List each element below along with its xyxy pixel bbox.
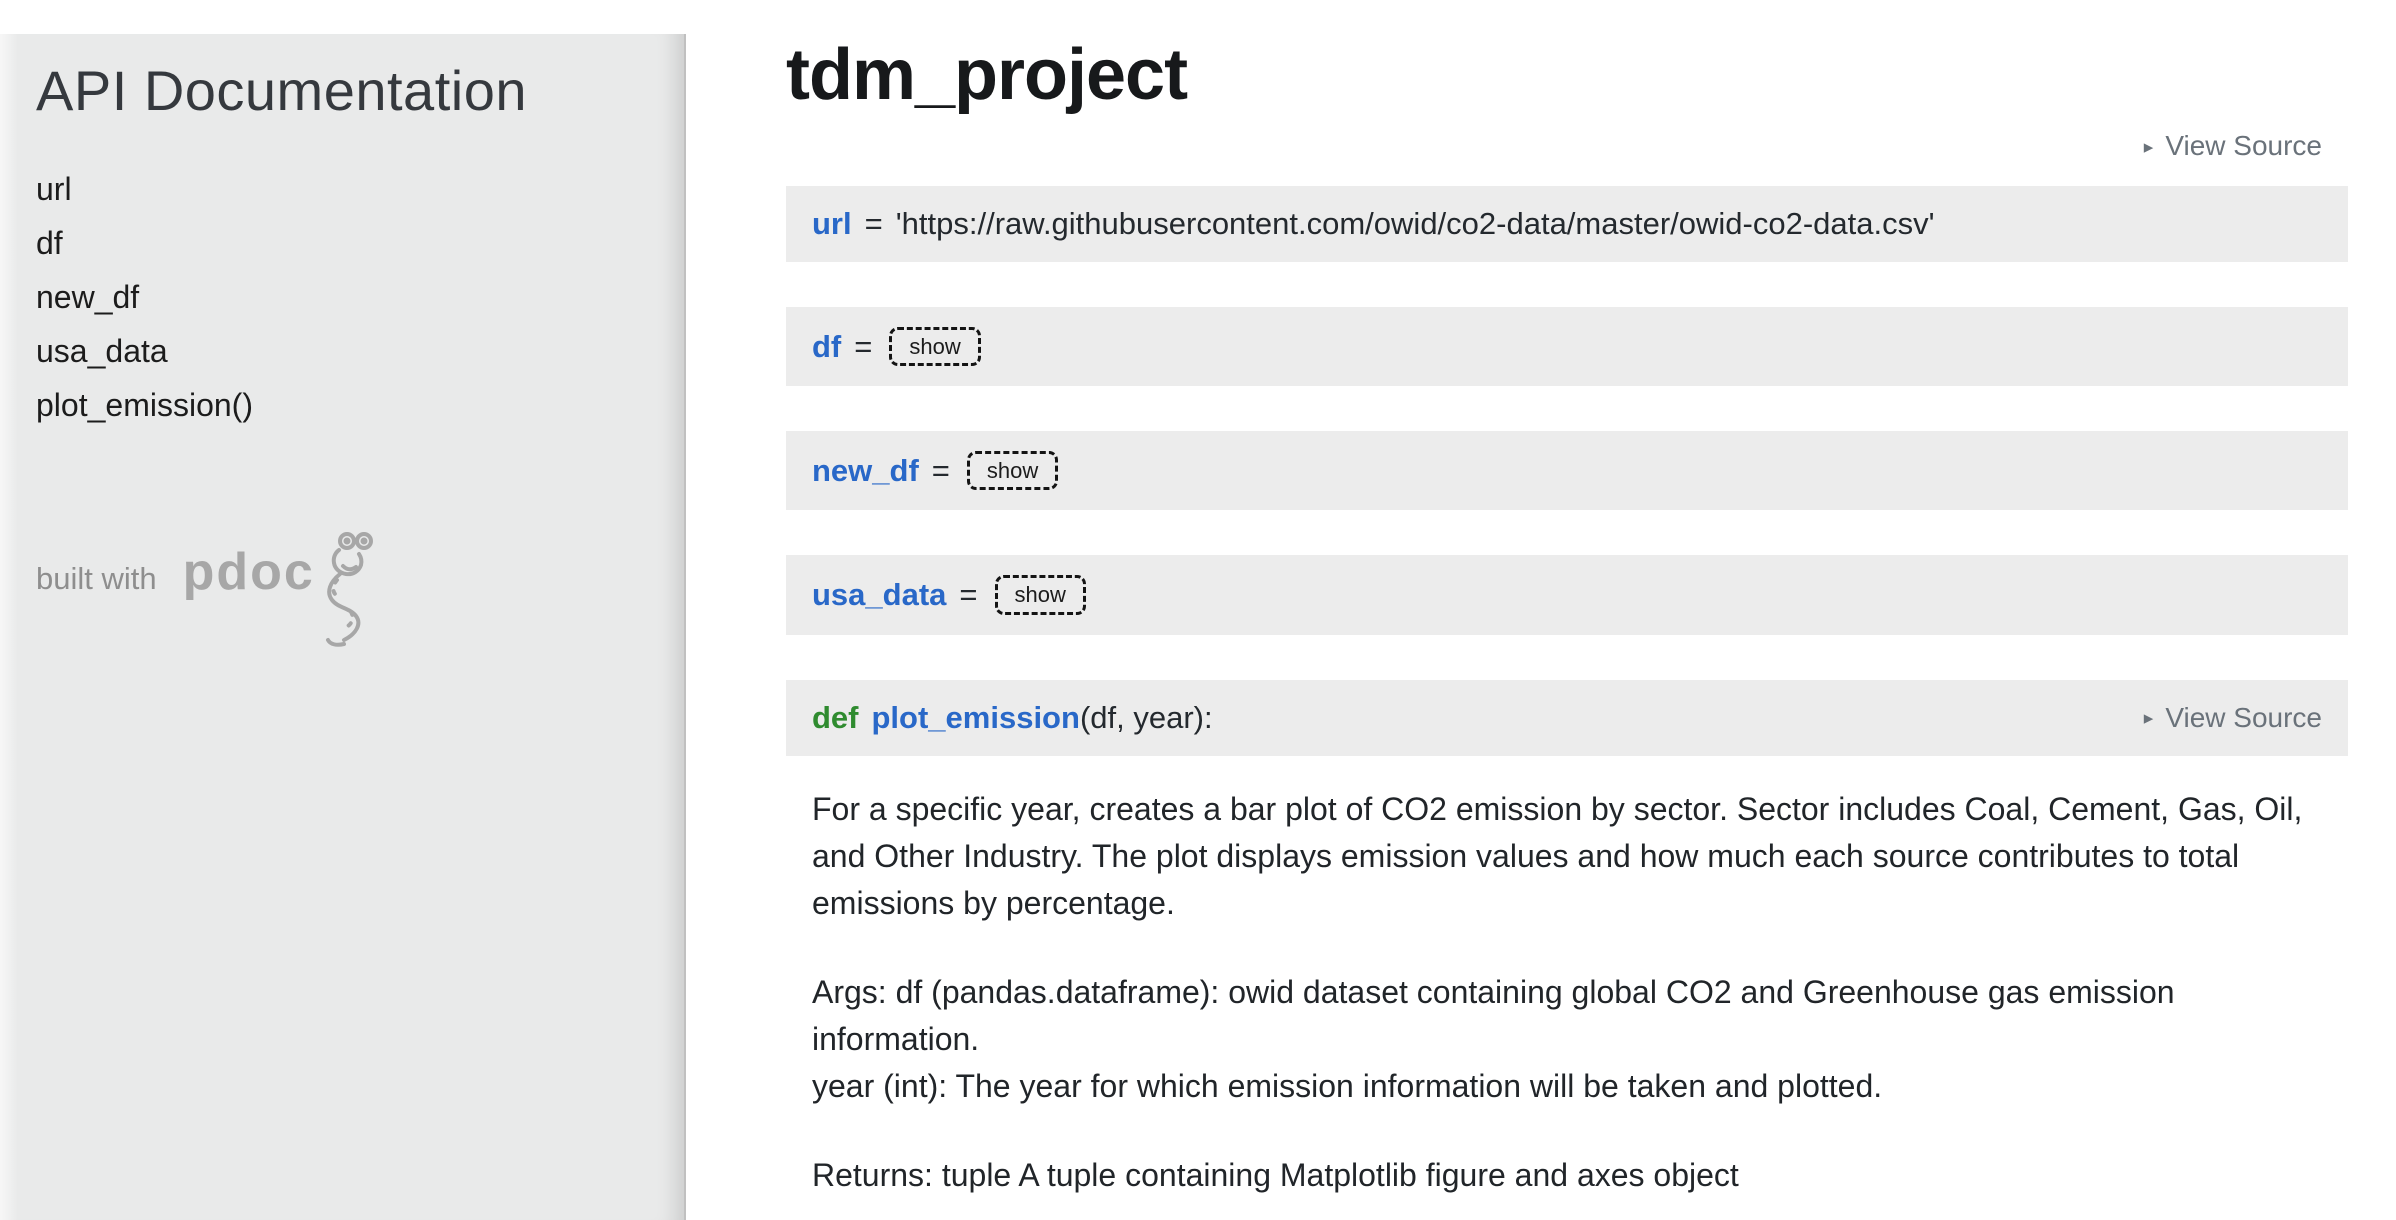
docstring-paragraph-returns: Returns: tuple A tuple containing Matplo…: [812, 1156, 1739, 1193]
variable-definition-df: df = show: [786, 307, 2348, 387]
main-content: tdm_project ▸ View Source url = 'https:/…: [688, 34, 2396, 1199]
assignment-operator: =: [864, 206, 883, 241]
docstring-paragraph-args: Args: df (pandas.dataframe): owid datase…: [812, 973, 2175, 1104]
view-source-label: View Source: [2165, 130, 2322, 161]
triangle-right-icon: ▸: [2143, 136, 2154, 158]
docstring-paragraph-description: For a specific year, creates a bar plot …: [812, 790, 2303, 921]
sidebar-item-df[interactable]: df: [36, 225, 63, 261]
function-view-source-link[interactable]: ▸ View Source: [2144, 700, 2322, 736]
sidebar-item-url[interactable]: url: [36, 171, 72, 207]
pdoc-logo-link[interactable]: pdoc: [182, 522, 387, 647]
variable-name: usa_data: [812, 576, 947, 612]
def-keyword: def: [812, 699, 859, 735]
sidebar-item-usa-data[interactable]: usa_data: [36, 333, 168, 369]
sidebar-item-new-df[interactable]: new_df: [36, 279, 140, 315]
sidebar: API Documentation url df new_df usa_data…: [0, 34, 686, 1220]
triangle-right-icon: ▸: [2143, 708, 2154, 730]
module-view-source-row: ▸ View Source: [786, 130, 2322, 162]
variable-definition-url: url = 'https://raw.githubusercontent.com…: [786, 186, 2348, 262]
show-button-usa-data[interactable]: show: [994, 575, 1086, 615]
pdoc-worm-icon: [325, 532, 373, 647]
variable-value: 'https://raw.githubusercontent.com/owid/…: [895, 206, 1935, 241]
sidebar-item-plot-emission[interactable]: plot_emission(): [36, 387, 253, 423]
sidebar-item: new_df: [36, 281, 654, 313]
page-title: tdm_project: [786, 35, 1188, 115]
variable-name: new_df: [812, 452, 919, 488]
function-params: (df, year):: [1079, 699, 1213, 735]
show-button-df[interactable]: show: [889, 327, 981, 367]
variable-name: url: [812, 206, 852, 241]
function-definition-plot-emission: def plot_emission (df, year): ▸ View Sou…: [786, 679, 2348, 756]
function-signature: def plot_emission (df, year):: [812, 700, 1213, 736]
sidebar-item: df: [36, 227, 654, 259]
view-source-label: View Source: [2165, 701, 2322, 733]
module-view-source-link[interactable]: ▸ View Source: [2144, 130, 2322, 162]
sidebar-title: API Documentation: [36, 59, 527, 122]
built-with-label: built with: [36, 561, 157, 596]
sidebar-footer: built with pdoc: [36, 522, 387, 647]
sidebar-item: usa_data: [36, 335, 654, 367]
show-button-new-df[interactable]: show: [966, 451, 1059, 491]
variable-definition-new-df: new_df = show: [786, 431, 2348, 511]
assignment-operator: =: [931, 452, 950, 488]
pdoc-logo-text: pdoc: [182, 543, 315, 601]
assignment-operator: =: [959, 576, 978, 612]
function-docstring: For a specific year, creates a bar plot …: [812, 786, 2322, 1199]
assignment-operator: =: [854, 328, 873, 364]
sidebar-item: url: [36, 173, 654, 205]
variable-name: df: [812, 328, 842, 364]
sidebar-item: plot_emission(): [36, 389, 654, 421]
variable-definition-usa-data: usa_data = show: [786, 555, 2348, 635]
sidebar-nav: url df new_df usa_data plot_emission(): [36, 173, 654, 421]
function-name: plot_emission: [871, 699, 1080, 735]
